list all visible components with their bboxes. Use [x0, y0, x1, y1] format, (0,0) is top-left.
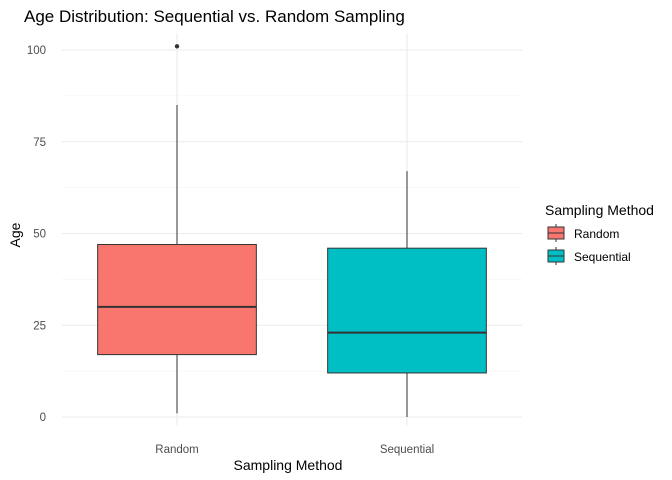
legend-title: Sampling Method [545, 202, 654, 218]
y-tick-label: 75 [33, 137, 46, 149]
legend: Sampling Method Random Sequential [545, 202, 654, 265]
y-tick-label: 0 [40, 412, 46, 424]
chart-title: Age Distribution: Sequential vs. Random … [24, 7, 405, 26]
y-tick-label: 25 [33, 320, 46, 332]
y-axis-ticks: 0 25 50 75 100 [27, 45, 46, 424]
box-rect [327, 247, 487, 374]
y-axis-title: Age [7, 222, 23, 247]
boxes-layer [97, 44, 487, 417]
legend-label: Random [574, 227, 619, 241]
y-tick-label: 50 [33, 229, 46, 241]
outlier-point [174, 44, 180, 49]
box-rect [97, 244, 257, 356]
legend-item-sequential: Sequential [547, 247, 631, 265]
x-axis-title: Sampling Method [234, 457, 343, 473]
box-random [97, 44, 257, 414]
y-tick-label: 100 [27, 45, 46, 57]
legend-label: Sequential [574, 250, 631, 264]
legend-item-random: Random [547, 224, 619, 242]
x-tick-label: Random [155, 444, 198, 456]
box-sequential [327, 171, 487, 417]
x-tick-label: Sequential [380, 444, 434, 456]
x-axis-ticks: Random Sequential [155, 444, 434, 456]
